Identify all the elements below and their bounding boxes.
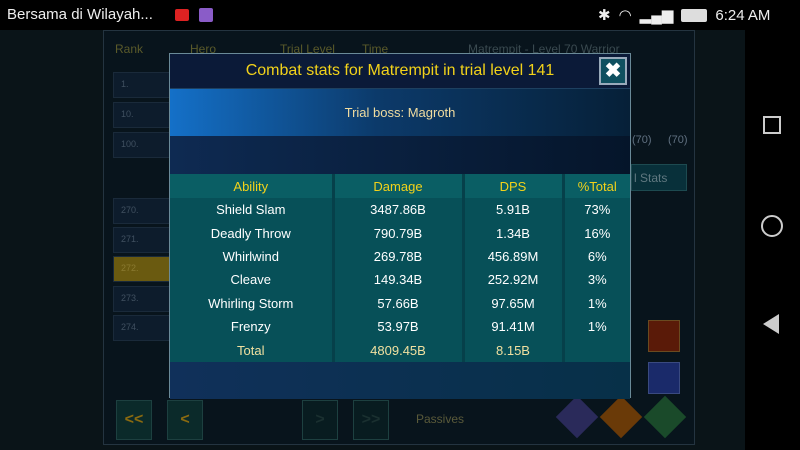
skill-icon[interactable] — [648, 320, 680, 352]
rank-row[interactable]: 270. — [113, 198, 173, 224]
pct-total-column-header: %Total — [561, 174, 630, 198]
dialog-title: Combat stats for Matrempit in trial leve… — [170, 54, 630, 89]
stats-button[interactable]: l Stats — [631, 164, 687, 191]
hero-header: Hero — [190, 42, 217, 56]
rank-header: Rank — [115, 42, 144, 56]
close-button[interactable]: ✖ — [599, 57, 627, 85]
dps-cell: 456.89M — [461, 244, 563, 269]
dps-cell: 1.34B — [461, 221, 563, 245]
dps-cell: 5.91B — [461, 198, 563, 222]
dps-cell: 97.65M — [461, 291, 563, 315]
damage-cell: 149.34B — [331, 268, 463, 292]
trial-level-header: Trial Level — [280, 42, 335, 56]
ability-cell: Frenzy — [230, 319, 271, 335]
damage-cell: 269.78B — [331, 244, 463, 269]
damage-cell: 57.66B — [331, 291, 463, 315]
next-page-button[interactable]: > — [302, 400, 338, 440]
pct-total-cell: 6% — [561, 244, 630, 269]
rank-row[interactable]: 10. — [113, 102, 173, 128]
status-bar: Bersama di Wilayah... ✱ ◠ ▂▄▆ 6:24 AM — [0, 0, 800, 30]
ability-cell: Cleave — [230, 272, 271, 288]
ability-cell: Deadly Throw — [210, 225, 291, 241]
time-header: Time — [362, 42, 389, 56]
x-icon: ✖ — [604, 60, 622, 82]
pct-total-cell: 3% — [561, 268, 630, 292]
damage-column-header: Damage — [331, 174, 463, 198]
first-page-button[interactable]: << — [116, 400, 152, 440]
passives-label: Passives — [416, 412, 465, 426]
back-button[interactable] — [763, 314, 779, 334]
wifi-icon: ◠ — [618, 7, 632, 24]
prev-page-button[interactable]: < — [167, 400, 203, 440]
pct-total-cell: 1% — [561, 291, 630, 315]
recents-button[interactable] — [763, 116, 781, 134]
pct-total-cell: 1% — [561, 314, 630, 339]
total-damage: 4809.45B — [331, 338, 463, 362]
damage-cell: 53.97B — [331, 314, 463, 339]
trial-boss-label: Trial boss: Magroth — [170, 89, 630, 136]
table-row: Shield Slam 3487.86B 5.91B 73% — [170, 198, 630, 222]
combat-stats-table: Ability Damage DPS %Total Shield Slam 348… — [170, 174, 630, 362]
rank-row[interactable]: 1. — [113, 72, 173, 98]
ability-column-header: Ability — [170, 174, 333, 198]
table-row: Frenzy 53.97B 91.41M 1% — [170, 314, 630, 339]
ability-cell: Whirling Storm — [208, 295, 294, 311]
rank-row[interactable]: 274. — [113, 315, 173, 341]
pct-total-cell: 16% — [561, 221, 630, 245]
table-row: Cleave 149.34B 252.92M 3% — [170, 268, 630, 292]
total-dps: 8.15B — [461, 338, 563, 362]
dps-cell: 252.92M — [461, 268, 563, 292]
total-row: Total 4809.45B 8.15B — [170, 338, 630, 362]
ability-cell: Whirlwind — [222, 248, 279, 264]
total-label: Total — [237, 342, 265, 358]
rank-row[interactable]: 273. — [113, 286, 173, 312]
clock: 6:24 AM — [715, 6, 771, 24]
combat-stats-dialog: Combat stats for Matrempit in trial leve… — [169, 53, 631, 399]
home-button[interactable] — [761, 215, 783, 237]
rank-row[interactable]: 271. — [113, 227, 173, 253]
skill-icon[interactable] — [648, 362, 680, 394]
bluetooth-icon: ✱ — [598, 7, 611, 24]
android-nav-bar — [745, 30, 800, 450]
youtube-icon — [175, 9, 189, 21]
spacer — [170, 136, 630, 174]
hero-level: (70) — [632, 134, 652, 146]
damage-cell: 790.79B — [331, 221, 463, 245]
pct-total-cell: 73% — [561, 198, 630, 222]
dps-cell: 91.41M — [461, 314, 563, 339]
table-row: Deadly Throw 790.79B 1.34B 16% — [170, 221, 630, 245]
total-pct — [561, 338, 630, 362]
table-row: Whirlwind 269.78B 456.89M 6% — [170, 244, 630, 269]
hero-level: (70) — [668, 134, 688, 146]
dps-column-header: DPS — [461, 174, 563, 198]
app-icon — [199, 8, 213, 22]
table-row: Whirling Storm 57.66B 97.65M 1% — [170, 291, 630, 315]
notification-text: Bersama di Wilayah... — [7, 6, 153, 23]
rank-row-selected[interactable]: 272. — [113, 256, 173, 282]
damage-cell: 3487.86B — [331, 198, 463, 222]
last-page-button[interactable]: >> — [353, 400, 389, 440]
ability-cell: Shield Slam — [216, 202, 286, 218]
table-header: Ability Damage DPS %Total — [170, 174, 630, 198]
rank-row[interactable]: 100. — [113, 132, 173, 158]
battery-icon — [681, 8, 708, 22]
hero-title: Matrempit - Level 70 Warrior — [468, 42, 620, 56]
dialog-footer — [170, 361, 630, 399]
signal-icon: ▂▄▆ — [639, 7, 674, 24]
